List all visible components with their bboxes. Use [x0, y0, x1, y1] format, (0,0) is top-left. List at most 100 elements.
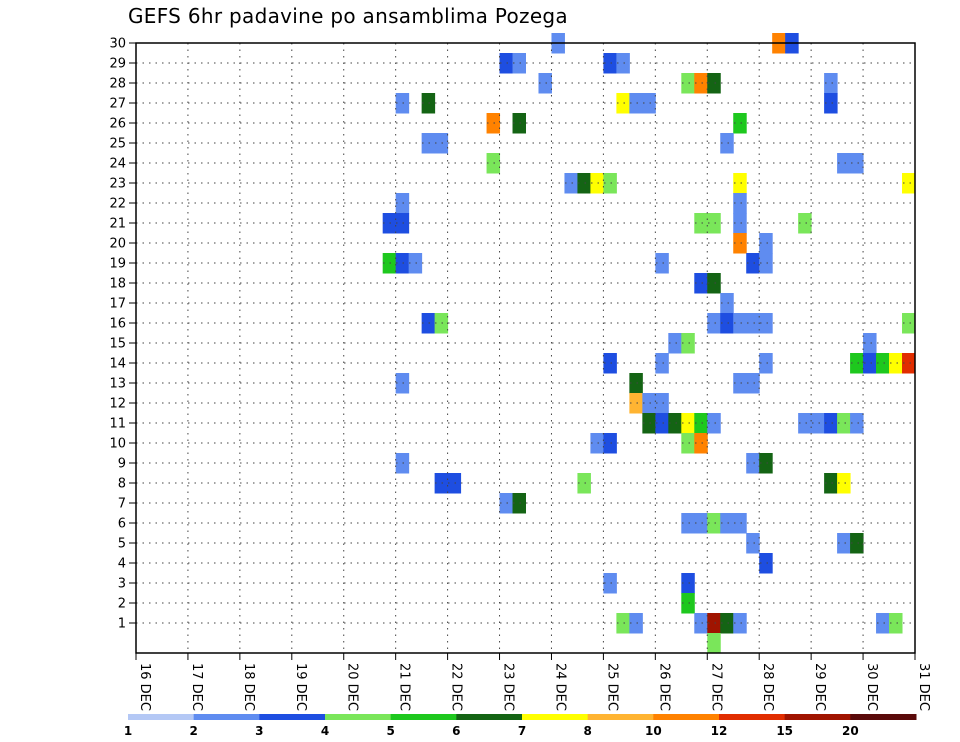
heatmap-cell	[681, 513, 695, 534]
y-tick-label: 1	[118, 617, 126, 632]
heatmap-cell	[707, 413, 721, 434]
heatmap-cell	[499, 493, 514, 514]
heatmap-cell	[486, 113, 501, 134]
y-tick-label: 28	[109, 77, 126, 92]
plot-frame	[135, 42, 916, 654]
heatmap-cell	[733, 513, 747, 534]
heatmap-cell	[759, 453, 773, 474]
x-tick-label: 27 DEC	[708, 663, 723, 711]
heatmap-cell	[590, 433, 604, 454]
y-tick-label: 30	[109, 37, 126, 52]
legend-swatch	[719, 714, 786, 720]
heatmap-cell	[434, 473, 449, 494]
heatmap-cell	[746, 453, 760, 474]
legend-label: 20	[842, 724, 859, 738]
heatmap-cell	[395, 213, 410, 234]
y-tick-label: 10	[109, 437, 126, 452]
legend-swatch	[325, 714, 392, 720]
heatmap-cell	[746, 373, 760, 394]
x-tick-label: 24 DEC	[552, 663, 567, 711]
heatmap-cell	[694, 273, 708, 294]
heatmap-cell	[616, 53, 630, 74]
heatmap-cell	[590, 173, 604, 194]
heatmap-cell	[603, 433, 617, 454]
legend-swatch	[653, 714, 720, 720]
x-tick-label: 31 DEC	[916, 663, 931, 711]
legend-swatch	[259, 714, 326, 720]
heatmap-cell	[746, 533, 760, 554]
heatmap-cell	[603, 53, 617, 74]
heatmap-cell	[668, 413, 682, 434]
heatmap-cell	[720, 613, 734, 634]
y-tick-label: 29	[109, 57, 126, 72]
legend-label: 3	[255, 724, 263, 738]
y-tick-label: 9	[118, 457, 126, 472]
y-tick-label: 25	[109, 137, 126, 152]
heatmap-cell	[694, 513, 708, 534]
heatmap-cell	[733, 373, 747, 394]
heatmap-cell	[382, 253, 397, 274]
heatmap-cell	[642, 93, 656, 114]
heatmap-cell	[538, 73, 552, 94]
heatmap-cell	[759, 253, 773, 274]
y-tick-label: 22	[109, 197, 126, 212]
heatmap-cell	[434, 313, 449, 334]
heatmap-cell	[434, 133, 449, 154]
heatmap-cell	[837, 413, 851, 434]
y-tick-label: 17	[109, 297, 126, 312]
heatmap-cell	[603, 173, 617, 194]
heatmap-cell	[395, 193, 410, 214]
heatmap-cell	[629, 93, 643, 114]
y-tick-label: 15	[109, 337, 126, 352]
heatmap-cell	[759, 313, 773, 334]
heatmap-cell	[837, 153, 851, 174]
heatmap-cell	[759, 353, 773, 374]
legend-label: 12	[711, 724, 728, 738]
y-tick-label: 5	[118, 537, 126, 552]
y-tick-label: 27	[109, 97, 126, 112]
heatmap-cell	[642, 393, 656, 414]
heatmap-cell	[681, 573, 695, 594]
x-tick-label: 26 DEC	[656, 663, 671, 711]
heatmap-cell	[577, 173, 591, 194]
heatmap-cell	[811, 413, 825, 434]
heatmap-cell	[902, 353, 916, 374]
heatmap-cell	[655, 413, 669, 434]
x-tick-label: 29 DEC	[812, 663, 827, 711]
heatmap-cell	[902, 313, 916, 334]
heatmap-cell	[733, 313, 747, 334]
y-tick-label: 7	[118, 497, 126, 512]
x-tick-label: 21 DEC	[397, 663, 412, 711]
heatmap-cell	[707, 613, 721, 634]
heatmap-cell	[616, 613, 630, 634]
legend-label: 2	[189, 724, 197, 738]
x-tick-label: 30 DEC	[864, 663, 879, 711]
y-tick-label: 8	[118, 477, 126, 492]
y-tick-label: 11	[109, 417, 126, 432]
heatmap-cell	[707, 513, 721, 534]
y-tick-label: 21	[109, 217, 126, 232]
heatmap-cell	[746, 253, 760, 274]
heatmap-cell	[668, 333, 682, 354]
heatmap-cell	[421, 313, 436, 334]
legend-label: 4	[321, 724, 329, 738]
y-tick-label: 3	[118, 577, 126, 592]
heatmap-cell	[694, 413, 708, 434]
legend-label: 1	[124, 724, 132, 738]
legend-label: 8	[583, 724, 591, 738]
heatmap-cell	[707, 73, 721, 94]
heatmap-cell	[837, 533, 851, 554]
heatmap-cell	[616, 93, 630, 114]
heatmap-cell	[863, 333, 877, 354]
legend-swatch	[193, 714, 260, 720]
heatmap-cell	[681, 593, 695, 614]
heatmap-cell	[603, 353, 617, 374]
heatmap-cell	[850, 533, 864, 554]
legend-swatch	[390, 714, 457, 720]
heatmap-cell	[655, 253, 669, 274]
legend-label: 6	[452, 724, 460, 738]
legend-label: 15	[776, 724, 793, 738]
heatmap-cell	[837, 473, 851, 494]
heatmap-cell	[720, 313, 734, 334]
y-tick-label: 6	[118, 517, 126, 532]
